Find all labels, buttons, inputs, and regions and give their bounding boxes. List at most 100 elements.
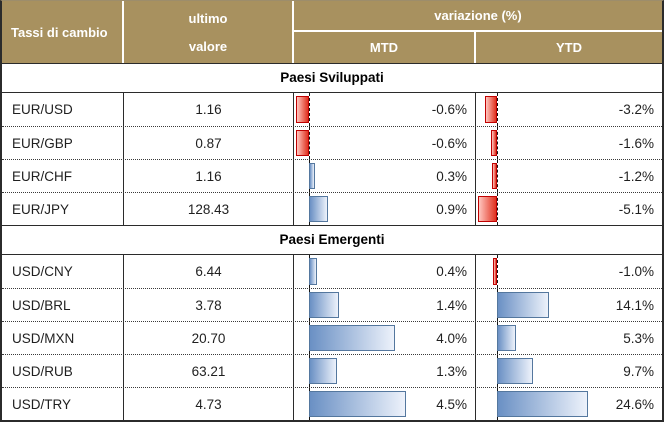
section-title: Paesi Emergenti bbox=[2, 225, 662, 255]
pair-label: USD/MXN bbox=[2, 322, 124, 354]
zero-axis-line bbox=[496, 93, 498, 126]
mtd-cell: 0.4% bbox=[294, 255, 476, 288]
mtd-cell: 4.0% bbox=[294, 322, 476, 354]
mtd-cell: 1.4% bbox=[294, 289, 476, 321]
header-last-value-column: ultimo valore bbox=[124, 1, 294, 63]
ytd-cell: -3.2% bbox=[476, 93, 662, 126]
last-value: 1.16 bbox=[124, 160, 294, 192]
zero-axis-line bbox=[496, 255, 498, 288]
pair-label: USD/TRY bbox=[2, 388, 124, 420]
data-row: USD/RUB 63.21 1.3% 9.7% bbox=[2, 354, 662, 387]
ytd-cell: -5.1% bbox=[476, 193, 662, 225]
ytd-negative-bar bbox=[478, 196, 497, 222]
data-row: USD/TRY 4.73 4.5% 24.6% bbox=[2, 387, 662, 420]
header-pair-column: Tassi di cambio bbox=[2, 1, 124, 63]
pair-label: EUR/JPY bbox=[2, 193, 124, 225]
mtd-positive-bar bbox=[308, 292, 340, 318]
ytd-cell: 9.7% bbox=[476, 355, 662, 387]
mtd-value: 0.4% bbox=[436, 264, 467, 279]
mtd-positive-bar bbox=[308, 196, 329, 222]
mtd-positive-bar bbox=[308, 163, 316, 189]
mtd-value: 0.9% bbox=[436, 201, 467, 217]
mtd-value: 4.5% bbox=[436, 396, 467, 412]
ytd-positive-bar bbox=[496, 292, 550, 318]
ytd-positive-bar bbox=[496, 358, 533, 384]
ytd-negative-bar bbox=[491, 130, 497, 156]
pair-label: EUR/USD bbox=[2, 93, 124, 126]
zero-axis-line bbox=[496, 160, 498, 192]
ytd-negative-bar bbox=[493, 258, 497, 285]
mtd-value: 0.3% bbox=[436, 168, 467, 184]
data-row: EUR/USD 1.16 -0.6% -3.2% bbox=[2, 93, 662, 126]
header-ytd: YTD bbox=[556, 40, 582, 55]
ytd-value: -5.1% bbox=[618, 201, 654, 217]
zero-axis-line bbox=[496, 127, 498, 159]
last-value: 4.73 bbox=[124, 388, 294, 420]
header-last-value-line1: ultimo bbox=[188, 10, 228, 26]
last-value: 3.78 bbox=[124, 289, 294, 321]
ytd-negative-bar bbox=[492, 163, 497, 189]
section-title: Paesi Sviluppati bbox=[2, 63, 662, 93]
mtd-positive-bar bbox=[308, 358, 337, 384]
mtd-positive-bar bbox=[308, 391, 406, 417]
ytd-cell: -1.6% bbox=[476, 127, 662, 159]
pair-label: EUR/GBP bbox=[2, 127, 124, 159]
table-body: Paesi Sviluppati EUR/USD 1.16 -0.6% -3.2% EUR… bbox=[2, 63, 662, 420]
ytd-cell: -1.2% bbox=[476, 160, 662, 192]
mtd-value: 4.0% bbox=[436, 330, 467, 346]
mtd-value: 1.4% bbox=[436, 297, 467, 313]
ytd-cell: 24.6% bbox=[476, 388, 662, 420]
header-last-value-line2: valore bbox=[188, 38, 228, 54]
pair-label: EUR/CHF bbox=[2, 160, 124, 192]
data-row: EUR/CHF 1.16 0.3% -1.2% bbox=[2, 159, 662, 192]
mtd-cell: -0.6% bbox=[294, 127, 476, 159]
last-value: 0.87 bbox=[124, 127, 294, 159]
mtd-value: -0.6% bbox=[431, 135, 467, 151]
table-header: Tassi di cambio ultimo valore variazione… bbox=[2, 1, 662, 63]
data-row: USD/MXN 20.70 4.0% 5.3% bbox=[2, 321, 662, 354]
last-value: 128.43 bbox=[124, 193, 294, 225]
ytd-cell: 14.1% bbox=[476, 289, 662, 321]
ytd-value: 9.7% bbox=[623, 363, 654, 379]
pair-label: USD/BRL bbox=[2, 289, 124, 321]
ytd-value: -3.2% bbox=[618, 102, 654, 117]
zero-axis-line bbox=[308, 127, 310, 159]
ytd-value: -1.2% bbox=[618, 168, 654, 184]
data-row: EUR/GBP 0.87 -0.6% -1.6% bbox=[2, 126, 662, 159]
ytd-negative-bar bbox=[485, 96, 497, 123]
zero-axis-line bbox=[496, 193, 498, 225]
mtd-positive-bar bbox=[308, 325, 396, 351]
last-value: 6.44 bbox=[124, 255, 294, 288]
ytd-value: -1.6% bbox=[618, 135, 654, 151]
mtd-cell: 1.3% bbox=[294, 355, 476, 387]
ytd-positive-bar bbox=[496, 391, 588, 417]
mtd-cell: 0.9% bbox=[294, 193, 476, 225]
ytd-value: 14.1% bbox=[615, 297, 654, 313]
header-mtd: MTD bbox=[294, 32, 476, 63]
header-variation: variazione (%) bbox=[294, 1, 662, 32]
data-row: EUR/JPY 128.43 0.9% -5.1% bbox=[2, 192, 662, 225]
ytd-cell: -1.0% bbox=[476, 255, 662, 288]
mtd-cell: 0.3% bbox=[294, 160, 476, 192]
last-value: 1.16 bbox=[124, 93, 294, 126]
pair-label: USD/RUB bbox=[2, 355, 124, 387]
last-value: 63.21 bbox=[124, 355, 294, 387]
mtd-value: -0.6% bbox=[431, 102, 467, 117]
ytd-value: -1.0% bbox=[618, 264, 654, 279]
zero-axis-line bbox=[308, 93, 310, 126]
mtd-cell: -0.6% bbox=[294, 93, 476, 126]
mtd-negative-bar bbox=[296, 130, 309, 156]
mtd-negative-bar bbox=[296, 96, 309, 123]
data-row: USD/CNY 6.44 0.4% -1.0% bbox=[2, 255, 662, 288]
ytd-value: 24.6% bbox=[615, 396, 654, 412]
mtd-cell: 4.5% bbox=[294, 388, 476, 420]
last-value: 20.70 bbox=[124, 322, 294, 354]
ytd-positive-bar bbox=[496, 325, 517, 351]
pair-label: USD/CNY bbox=[2, 255, 124, 288]
ytd-cell: 5.3% bbox=[476, 322, 662, 354]
data-row: USD/BRL 3.78 1.4% 14.1% bbox=[2, 288, 662, 321]
mtd-value: 1.3% bbox=[436, 363, 467, 379]
mtd-positive-bar bbox=[308, 258, 318, 285]
ytd-value: 5.3% bbox=[623, 330, 654, 346]
